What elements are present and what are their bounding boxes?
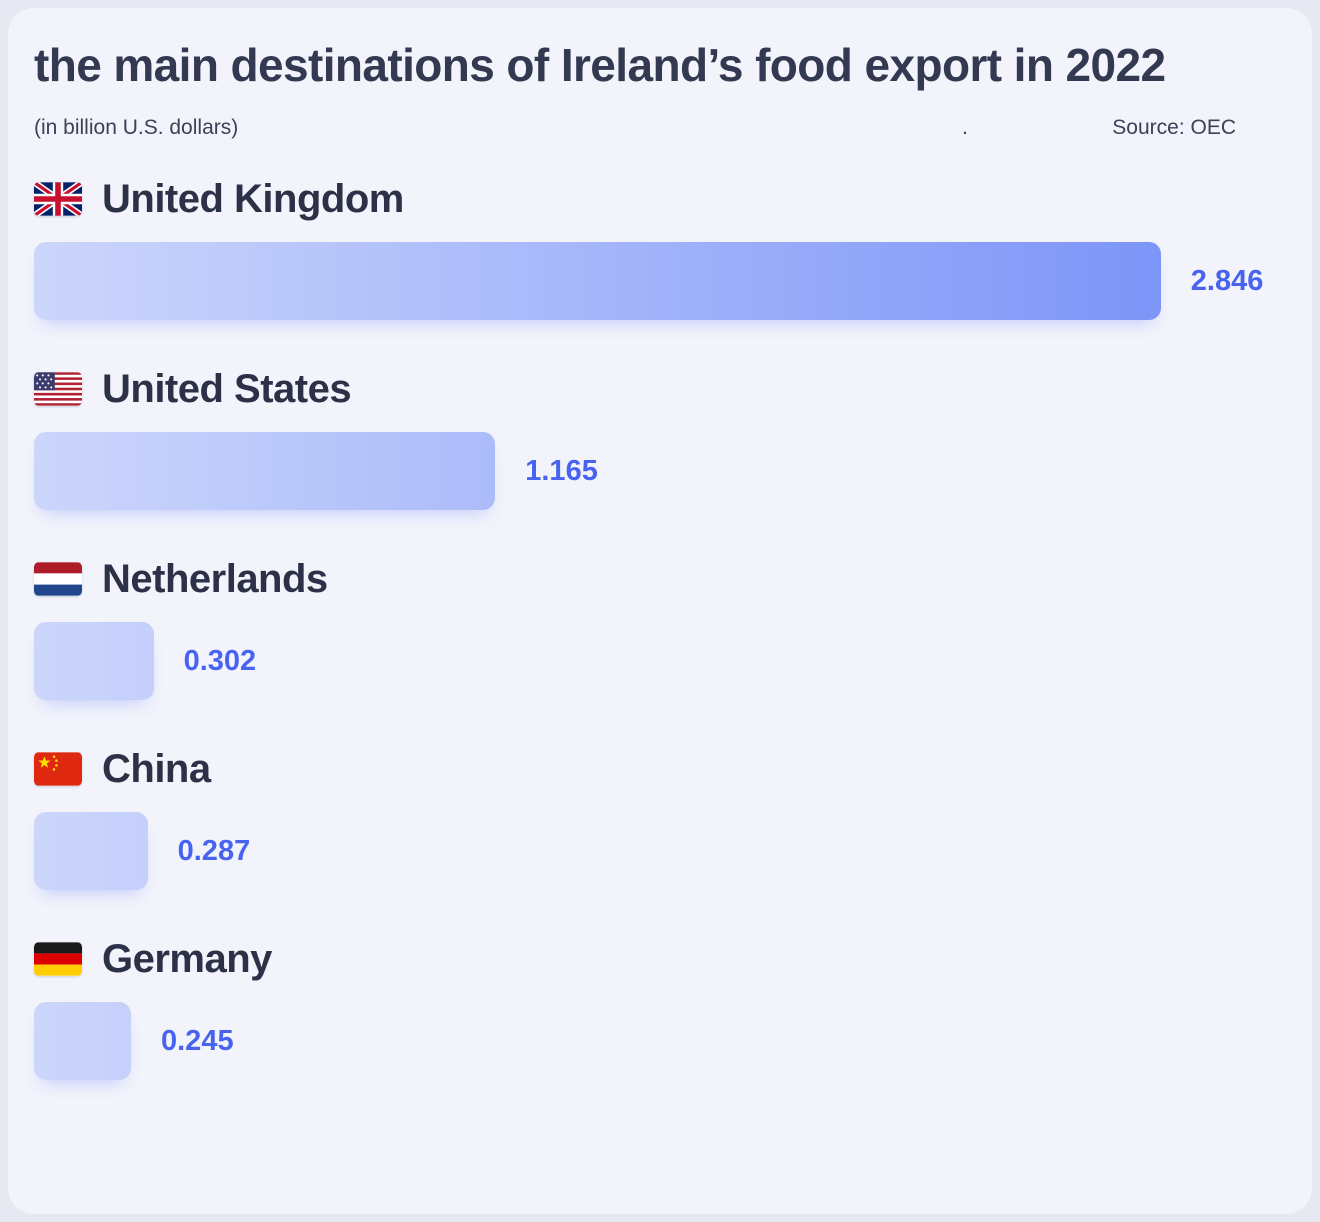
chart-row-china: China 0.287 — [34, 746, 1286, 891]
subtitle-row: (in billion U.S. dollars) . Source: OEC — [34, 116, 1286, 144]
chart-card: the main destinations of Ireland’s food … — [8, 8, 1312, 1214]
bar-united-states — [34, 432, 496, 511]
country-label: Netherlands — [102, 557, 328, 602]
bar-line: 0.245 — [34, 1002, 1286, 1081]
bar-united-kingdom — [34, 242, 1161, 321]
separator-dot: . — [962, 116, 968, 140]
chart-row-united-kingdom: United Kingdom 2.846 — [34, 176, 1286, 321]
flag-icon-china — [34, 752, 82, 787]
flag-icon-united-kingdom — [34, 182, 82, 217]
value-label: 1.165 — [525, 454, 598, 487]
country-label: United States — [102, 367, 352, 412]
chart-row-germany: Germany 0.245 — [34, 936, 1286, 1081]
value-label: 0.287 — [177, 834, 251, 867]
row-head: United Kingdom — [34, 176, 1286, 222]
country-label: Germany — [102, 937, 272, 982]
source-label: Source: OEC — [1112, 116, 1236, 140]
chart-row-netherlands: Netherlands 0.302 — [34, 556, 1286, 701]
value-label: 2.846 — [1190, 264, 1264, 297]
bar-germany — [34, 1002, 131, 1081]
flag-icon-netherlands — [34, 562, 82, 597]
bar-line: 0.287 — [34, 812, 1286, 891]
bar-netherlands — [34, 622, 154, 701]
row-head: Germany — [34, 936, 1286, 982]
chart-title: the main destinations of Ireland’s food … — [34, 39, 1166, 91]
bar-line: 0.302 — [34, 622, 1286, 701]
value-label: 0.245 — [161, 1024, 234, 1057]
row-head: United States — [34, 366, 1286, 412]
row-head: Netherlands — [34, 556, 1286, 602]
country-label: China — [102, 747, 211, 792]
flag-icon-united-states — [34, 372, 82, 407]
flag-icon-germany — [34, 942, 82, 977]
bar-line: 1.165 — [34, 432, 1286, 511]
bar-chart: United Kingdom 2.846 United States 1.165 Net… — [34, 176, 1286, 1081]
bar-line: 2.846 — [34, 242, 1286, 321]
bar-china — [34, 812, 148, 891]
value-label: 0.302 — [183, 644, 257, 677]
row-head: China — [34, 746, 1286, 792]
chart-subtitle: (in billion U.S. dollars) — [34, 116, 239, 140]
country-label: United Kingdom — [102, 177, 404, 222]
chart-row-united-states: United States 1.165 — [34, 366, 1286, 511]
